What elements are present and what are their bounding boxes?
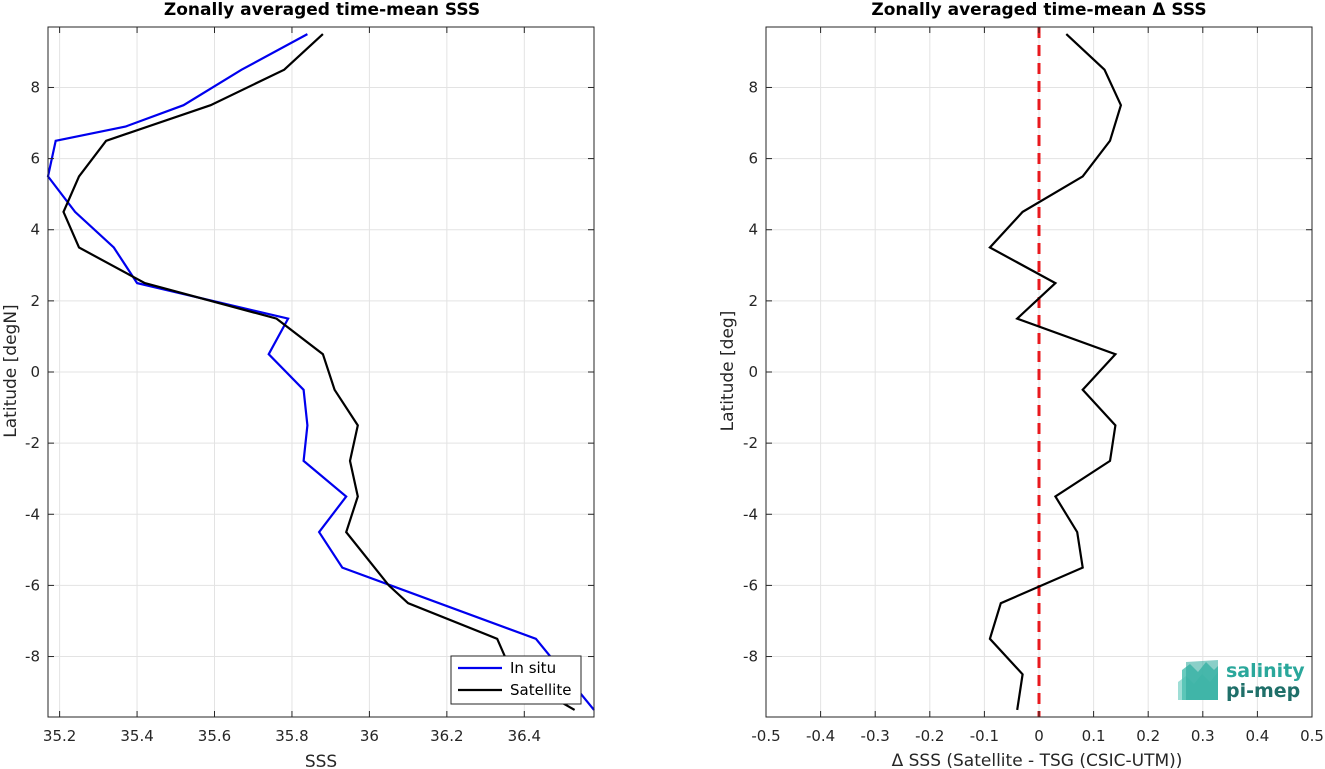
x-tick-label: 35.8 <box>275 727 308 745</box>
y-tick-label: 0 <box>748 363 758 381</box>
right-chart-title: Zonally averaged time-mean Δ SSS <box>871 0 1206 20</box>
x-tick-label: 0.3 <box>1191 727 1215 745</box>
y-tick-label: 8 <box>30 78 40 96</box>
legend-satellite-label: Satellite <box>510 681 571 699</box>
left-chart: Zonally averaged time-mean SSS SSS Latit… <box>1 0 595 769</box>
x-tick-label: 35.4 <box>120 727 153 745</box>
right-tick-labels: -0.5 -0.4 -0.3 -0.2 -0.1 0 0.1 0.2 0.3 0.4 0.5 8 6 4 2… <box>743 27 1324 745</box>
legend-in-situ-label: In situ <box>510 659 556 677</box>
legend: In situ Satellite <box>450 655 582 705</box>
series-line-in-situ <box>46 33 595 711</box>
right-chart: Zonally averaged time-mean Δ SSS Δ SSS (… <box>718 0 1324 769</box>
y-tick-label: 4 <box>748 221 758 239</box>
y-tick-label: -6 <box>743 576 758 594</box>
x-tick-label: -0.2 <box>915 727 944 745</box>
y-tick-label: -4 <box>743 505 758 523</box>
y-tick-label: 2 <box>30 292 40 310</box>
x-tick-label: -0.1 <box>970 727 999 745</box>
salinity-pi-mep-logo: salinity pi-mep <box>1178 660 1305 702</box>
y-tick-label: -2 <box>743 434 758 452</box>
delta-sss-line <box>988 33 1123 711</box>
x-tick-label: 0.5 <box>1300 727 1324 745</box>
legend-box <box>450 655 582 705</box>
x-tick-label: -0.3 <box>861 727 890 745</box>
left-series-group <box>46 33 595 711</box>
logo-wave-graphic <box>1178 660 1218 700</box>
x-tick-label: -0.4 <box>806 727 835 745</box>
y-tick-label: -6 <box>25 576 40 594</box>
series-line-satellite <box>62 33 576 711</box>
logo-text-pi-mep: pi-mep <box>1226 680 1300 702</box>
left-tick-labels: 35.2 35.4 35.6 35.8 36 36.2 36.4 8 6 4 2 0 -2 -4 -6 -8 <box>25 27 594 745</box>
y-tick-label: -8 <box>25 648 40 666</box>
y-tick-label: 6 <box>30 150 40 168</box>
x-tick-label: 0 <box>1034 727 1044 745</box>
x-tick-label: 36.4 <box>508 727 541 745</box>
x-tick-label: 36 <box>360 727 379 745</box>
y-tick-label: -4 <box>25 505 40 523</box>
right-x-axis-label: Δ SSS (Satellite - TSG (CSIC-UTM)) <box>892 751 1183 769</box>
y-tick-label: 2 <box>748 292 758 310</box>
logo-text-salinity: salinity <box>1226 660 1305 682</box>
x-tick-label: 35.2 <box>43 727 76 745</box>
y-tick-label: -2 <box>25 434 40 452</box>
y-tick-label: 6 <box>748 150 758 168</box>
y-tick-label: -8 <box>743 648 758 666</box>
left-grid <box>48 27 594 717</box>
x-tick-label: 0.1 <box>1082 727 1106 745</box>
x-tick-label: 0.2 <box>1136 727 1160 745</box>
y-tick-label: 4 <box>30 221 40 239</box>
left-x-axis-label: SSS <box>305 752 337 769</box>
y-tick-label: 0 <box>30 363 40 381</box>
x-tick-label: -0.5 <box>751 727 780 745</box>
x-tick-label: 0.4 <box>1245 727 1269 745</box>
x-tick-label: 36.2 <box>430 727 463 745</box>
left-y-axis-label: Latitude [degN] <box>1 304 21 437</box>
x-tick-label: 35.6 <box>198 727 231 745</box>
left-chart-title: Zonally averaged time-mean SSS <box>164 0 480 20</box>
right-y-axis-label: Latitude [deg] <box>718 311 738 432</box>
right-series-group <box>988 33 1123 711</box>
y-tick-label: 8 <box>748 78 758 96</box>
